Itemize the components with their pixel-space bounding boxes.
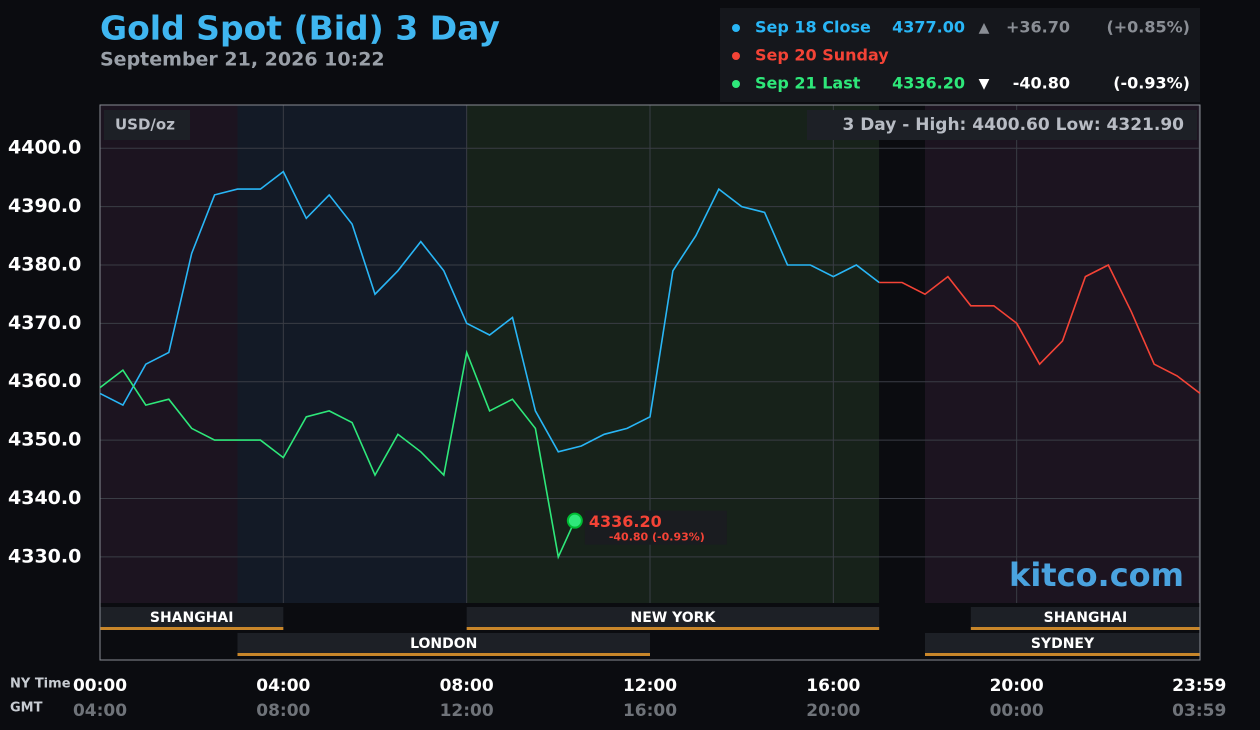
legend-dot [732, 80, 740, 88]
summary-price: 4377.00 [892, 18, 965, 37]
unit-label: USD/oz [115, 116, 175, 134]
callout-change: -40.80 (-0.93%) [609, 531, 705, 544]
x-tick-label: 00:00 [73, 676, 127, 696]
session-bar [237, 653, 650, 656]
summary-change: -40.80 [1013, 74, 1070, 93]
x-axis-label: NY Time [10, 677, 71, 692]
x2-tick-label: 12:00 [440, 701, 494, 721]
y-tick-label: 4350.0 [8, 429, 81, 451]
chart-subtitle: September 21, 2026 10:22 [100, 49, 385, 71]
summary-change-pct: (-0.93%) [1113, 74, 1190, 93]
x2-tick-label: 04:00 [73, 701, 127, 721]
summary-change: +36.70 [1006, 18, 1070, 37]
unit-box [104, 110, 190, 140]
legend-label: Sep 18 Close [755, 18, 871, 37]
session-band [237, 105, 467, 603]
session-box [925, 633, 1200, 655]
legend-dot [732, 24, 740, 32]
session-label: SHANGHAI [1044, 610, 1128, 626]
x-tick-label: 23:59 [1172, 676, 1226, 696]
session-box [237, 633, 650, 655]
last-point [566, 512, 583, 529]
y-tick-label: 4370.0 [8, 312, 81, 334]
price-line [99, 349, 576, 560]
x-tick-label: 12:00 [623, 676, 677, 696]
x-tick-label: 04:00 [256, 676, 310, 696]
y-tick-label: 4380.0 [8, 253, 81, 275]
session-label: SYDNEY [1031, 636, 1095, 652]
chart-title: Gold Spot (Bid) 3 Day [100, 9, 500, 48]
session-box [100, 607, 284, 629]
session-bar [970, 627, 1200, 630]
price-line [99, 170, 880, 453]
session-box [466, 607, 880, 629]
session-bar [466, 627, 880, 630]
session-band [925, 105, 1200, 603]
legend-dot [732, 52, 740, 60]
session-bar [100, 627, 284, 630]
range-box [807, 110, 1197, 140]
session-bar [925, 653, 1200, 656]
session-label: NEW YORK [631, 610, 717, 626]
price-line [879, 263, 1201, 395]
y-tick-label: 4390.0 [8, 195, 81, 217]
x2-tick-label: 08:00 [256, 701, 310, 721]
y-tick-label: 4340.0 [8, 487, 81, 509]
summary-price: 4336.20 [892, 74, 965, 93]
x2-tick-label: 03:59 [1172, 701, 1226, 721]
x-tick-label: 16:00 [806, 676, 860, 696]
session-box [970, 607, 1200, 629]
x2-tick-label: 20:00 [806, 701, 860, 721]
x2-tick-label: 00:00 [990, 701, 1044, 721]
x2-axis-label: GMT [10, 701, 43, 716]
x-tick-label: 08:00 [440, 676, 494, 696]
change-arrow: ▲ [979, 20, 990, 36]
callout-box [584, 510, 727, 545]
y-tick-label: 4400.0 [8, 137, 81, 159]
summary-box [720, 8, 1200, 102]
legend-label: Sep 20 Sunday [755, 46, 889, 65]
range-label: 3 Day - High: 4400.60 Low: 4321.90 [842, 115, 1184, 135]
y-tick-label: 4330.0 [8, 545, 81, 567]
callout-price: 4336.20 [589, 512, 662, 531]
plot-border [99, 104, 1201, 661]
legend-label: Sep 21 Last [755, 74, 861, 93]
y-tick-label: 4360.0 [8, 370, 81, 392]
watermark: kitco.com [1009, 556, 1184, 594]
summary-change-pct: (+0.85%) [1106, 18, 1190, 37]
change-arrow: ▼ [979, 76, 990, 92]
session-label: SHANGHAI [150, 610, 234, 626]
x-tick-label: 20:00 [990, 676, 1044, 696]
session-band [879, 105, 925, 603]
session-band [100, 105, 238, 603]
session-label: LONDON [410, 636, 477, 652]
x2-tick-label: 16:00 [623, 701, 677, 721]
